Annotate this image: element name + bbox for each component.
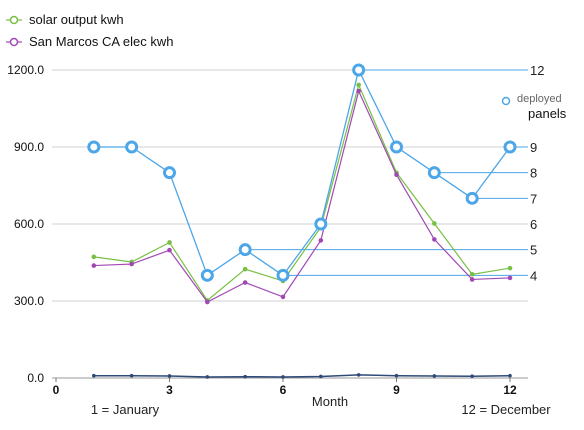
deployed-panels-point xyxy=(200,268,214,282)
x-tick-label: 12 xyxy=(503,383,517,397)
san-marcos-ca-elec-kwh-point xyxy=(394,172,399,178)
x-tick-label: 6 xyxy=(280,383,287,397)
baseline-series-point xyxy=(356,373,361,377)
x-axis-title: Month xyxy=(312,394,348,409)
san-marcos-ca-elec-kwh-point xyxy=(356,88,361,94)
san-marcos-ca-elec-kwh-point xyxy=(507,275,513,281)
deployed-panels-point xyxy=(314,217,328,231)
deployed-panels-point xyxy=(427,166,441,180)
baseline-series-point xyxy=(394,373,399,378)
legend-label-panels: panels xyxy=(528,106,567,121)
x-tick-label: 9 xyxy=(393,383,400,397)
solar-output-kwh-line xyxy=(93,83,511,302)
series-layer xyxy=(87,63,517,379)
deployed-panels-point xyxy=(390,140,403,154)
y-tick-label: 1200.0 xyxy=(7,63,44,77)
deployed-panels-point xyxy=(465,191,479,205)
legend-marker-deployed-panels xyxy=(501,96,511,106)
right-value-label: 8 xyxy=(530,166,537,181)
right-value-label: 9 xyxy=(530,140,537,155)
baseline-series-point xyxy=(432,374,437,378)
deployed-panels-line xyxy=(93,68,511,277)
deployed-panels-point xyxy=(276,268,290,282)
deployed-panels-point xyxy=(352,63,366,77)
x-note-left: 1 = January xyxy=(91,402,160,417)
right-value-label: 12 xyxy=(530,63,544,78)
san-marcos-ca-elec-kwh-point xyxy=(167,247,172,253)
axis-layer: 0.0 300.0 600.0 900.0 1200.0 0 3 6 9 12 Month 1 = J… xyxy=(7,63,551,417)
baseline-series-point xyxy=(205,375,210,379)
x-tick-label: 0 xyxy=(53,383,60,397)
baseline-series-point xyxy=(167,374,172,378)
y-tick-label: 0.0 xyxy=(27,371,44,385)
solar-output-kwh-point xyxy=(91,254,97,260)
right-value-label: 7 xyxy=(530,191,537,206)
x-tick-label: 3 xyxy=(166,383,173,397)
baseline-series-point xyxy=(508,373,512,378)
y-tick-label: 600.0 xyxy=(14,217,44,231)
solar-output-kwh-point xyxy=(242,266,248,272)
san-marcos-ca-elec-kwh-point xyxy=(280,294,286,300)
legend-marker-solar-output-kwh xyxy=(9,15,19,25)
leader-layer xyxy=(245,69,528,276)
y-tick-label: 900.0 xyxy=(14,140,44,154)
legend: solar output kwh San Marcos CA elec kwh de… xyxy=(6,12,567,121)
legend-label-solar-output-kwh: solar output kwh xyxy=(29,12,124,27)
solar-output-kwh-point xyxy=(507,265,513,271)
san-marcos-ca-elec-kwh-point xyxy=(205,299,210,305)
deployed-panels-point xyxy=(87,140,101,154)
baseline-series-point xyxy=(470,374,474,379)
baseline-series-point xyxy=(243,374,247,379)
right-value-label: 5 xyxy=(530,243,537,258)
solar-output-kwh-point xyxy=(432,221,437,226)
san-marcos-ca-elec-kwh-line xyxy=(93,89,511,303)
san-marcos-ca-elec-kwh-point xyxy=(242,280,248,285)
legend-label-deployed: deployed xyxy=(517,93,562,105)
legend-marker-san-marcos-ca-elec-kwh xyxy=(9,37,19,47)
right-value-label: 4 xyxy=(530,268,537,283)
label-layer: 12 9 8 7 6 5 4 xyxy=(530,63,544,283)
solar-output-kwh-point xyxy=(167,240,172,245)
baseline-series-point xyxy=(129,373,134,378)
baseline-series-line xyxy=(93,374,511,378)
deployed-panels-point xyxy=(125,140,139,154)
y-tick-label: 300.0 xyxy=(14,294,44,308)
baseline-series-point xyxy=(92,373,96,378)
x-note-right: 12 = December xyxy=(461,402,551,417)
deployed-panels-point xyxy=(163,166,176,180)
legend-label-san-marcos-ca-elec-kwh: San Marcos CA elec kwh xyxy=(29,34,174,49)
right-value-label: 6 xyxy=(530,217,537,232)
san-marcos-ca-elec-kwh-point xyxy=(91,263,97,268)
san-marcos-ca-elec-kwh-point xyxy=(318,238,324,243)
san-marcos-ca-elec-kwh-point xyxy=(129,261,134,267)
deployed-panels-point xyxy=(238,243,252,257)
solar-output-kwh-point xyxy=(469,272,475,277)
baseline-series-point xyxy=(319,374,323,379)
solar-output-kwh-point xyxy=(356,82,361,88)
deployed-panels-point xyxy=(503,140,517,154)
baseline-series-point xyxy=(281,375,285,379)
san-marcos-ca-elec-kwh-point xyxy=(432,237,437,242)
san-marcos-ca-elec-kwh-point xyxy=(469,277,475,282)
